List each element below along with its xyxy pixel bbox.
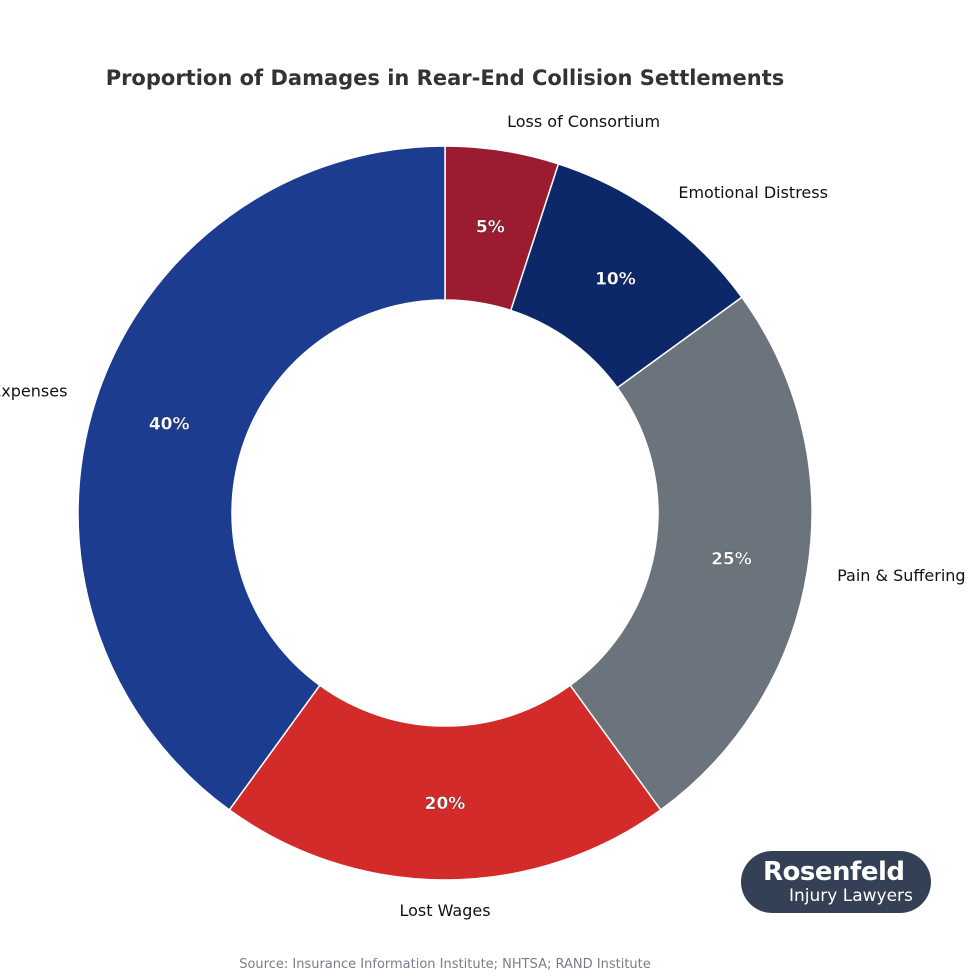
source-note: Source: Insurance Information Institute;… xyxy=(239,957,651,972)
slice-pain-and-suffering xyxy=(569,296,813,811)
slice-category-labels: Loss of Consortium Emotional Distress Pain… xyxy=(0,112,966,920)
category-label-loss-of-consortium: Loss of Consortium xyxy=(507,112,660,131)
category-label-lost-wages: Lost Wages xyxy=(399,901,490,920)
rosenfeld-logo: Rosenfeld Injury Lawyers xyxy=(741,851,931,913)
value-label-emotional-distress: 10% xyxy=(595,269,636,289)
chart-title: Proportion of Damages in Rear-End Collis… xyxy=(106,66,785,90)
value-label-lost-wages: 20% xyxy=(425,794,466,814)
logo-subtitle: Injury Lawyers xyxy=(789,886,913,906)
logo-name: Rosenfeld xyxy=(763,857,905,887)
slice-value-labels: 5% 10% 25% 20% 40% xyxy=(149,217,753,814)
donut-slices xyxy=(77,145,813,881)
category-label-medical-expenses: Medical Expenses xyxy=(0,381,67,400)
slice-medical-expenses xyxy=(77,145,446,811)
category-label-emotional-distress: Emotional Distress xyxy=(678,183,828,202)
category-label-pain-and-suffering: Pain & Suffering xyxy=(837,566,965,585)
value-label-pain-and-suffering: 25% xyxy=(711,549,752,569)
value-label-loss-of-consortium: 5% xyxy=(476,218,505,238)
value-label-medical-expenses: 40% xyxy=(149,414,190,434)
slice-lost-wages xyxy=(228,684,662,881)
